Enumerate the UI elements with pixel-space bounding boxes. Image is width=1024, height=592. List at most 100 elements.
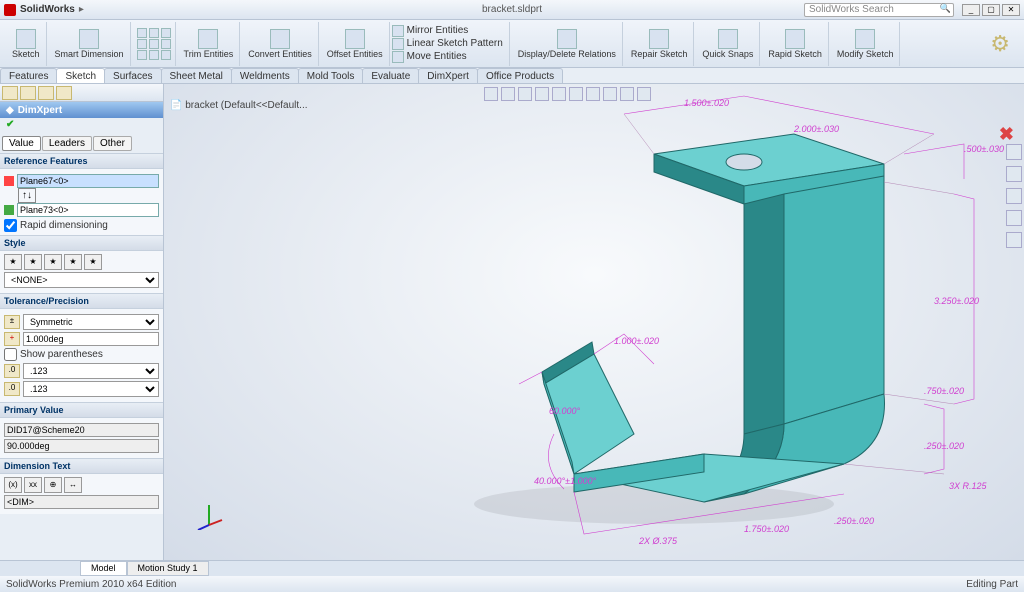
tab-surfaces[interactable]: Surfaces — [104, 68, 161, 83]
dim-label: 1.500±.020 — [684, 98, 729, 108]
ribbon-rapid[interactable]: Rapid Sketch — [762, 22, 829, 66]
prec-icon: .0 — [4, 364, 20, 378]
section-tolerance[interactable]: Tolerance/Precision — [0, 293, 163, 309]
prec1[interactable]: .123 — [23, 363, 159, 379]
dim-label: 2.000±.030 — [793, 124, 839, 134]
app-name: SolidWorks — [20, 4, 75, 15]
task-icon[interactable] — [1006, 232, 1022, 248]
dt-btn[interactable]: (x) — [4, 477, 22, 493]
ribbon-pattern[interactable]: Linear Sketch Pattern — [392, 38, 503, 50]
dim-label: 3.250±.020 — [934, 296, 979, 306]
property-manager: ◆DimXpert ✔ Value Leaders Other Referenc… — [0, 84, 164, 560]
plane-icon — [4, 205, 14, 215]
command-tabs: Features Sketch Surfaces Sheet Metal Wel… — [0, 68, 1024, 84]
tab-features[interactable]: Features — [0, 68, 57, 83]
pm-icon[interactable] — [2, 86, 18, 100]
ribbon-relations[interactable]: Display/Delete Relations — [512, 22, 623, 66]
dt-btn[interactable]: xx — [24, 477, 42, 493]
ribbon-offset[interactable]: Offset Entities — [321, 22, 390, 66]
close-button[interactable]: ✕ — [1002, 4, 1020, 16]
tab-sketch[interactable]: Sketch — [56, 68, 105, 83]
task-icon[interactable] — [1006, 144, 1022, 160]
tab-evaluate[interactable]: Evaluate — [362, 68, 419, 83]
task-icon[interactable] — [1006, 166, 1022, 182]
task-icon[interactable] — [1006, 210, 1022, 226]
tab-office[interactable]: Office Products — [477, 68, 563, 83]
dim-label: .250±.020 — [924, 441, 964, 451]
prec2[interactable]: .123 — [23, 381, 159, 397]
plane2-field[interactable] — [17, 203, 159, 217]
style-btn[interactable]: ★ — [24, 254, 42, 270]
style-btn[interactable]: ★ — [4, 254, 22, 270]
subtab-other[interactable]: Other — [93, 136, 132, 151]
view-triad-icon[interactable] — [194, 500, 224, 530]
ribbon-trim[interactable]: Trim Entities — [178, 22, 241, 66]
subtab-value[interactable]: Value — [2, 136, 41, 151]
subtab-leaders[interactable]: Leaders — [42, 136, 92, 151]
tab-moldtools[interactable]: Mold Tools — [298, 68, 364, 83]
status-right: Editing Part — [966, 579, 1018, 590]
ribbon-snaps[interactable]: Quick Snaps — [696, 22, 760, 66]
document-title: bracket.sldprt — [482, 4, 542, 15]
tol-type[interactable]: Symmetric — [23, 314, 159, 330]
style-select[interactable]: <NONE> — [4, 272, 159, 288]
pm-icon[interactable] — [20, 86, 36, 100]
prim-name[interactable] — [4, 423, 159, 437]
dim-label: 40.000°±1.000° — [534, 476, 597, 486]
dim-label: 2X Ø.375 — [638, 536, 678, 546]
part-model: 1.500±.020 2.000±.030 .500±.030 3.250±.0… — [324, 94, 1004, 554]
style-btn[interactable]: ★ — [44, 254, 62, 270]
dim-label: 3X R.125 — [949, 481, 988, 491]
ribbon-repair[interactable]: Repair Sketch — [625, 22, 695, 66]
dim-label: 1.750±.020 — [744, 524, 789, 534]
dim-label: 60.000° — [549, 406, 581, 416]
tab-dimxpert[interactable]: DimXpert — [418, 68, 478, 83]
ribbon-mirror[interactable]: Mirror Entities — [392, 25, 503, 37]
pm-title: ◆DimXpert — [0, 102, 163, 118]
title-bar: SolidWorks ▸ bracket.sldprt SolidWorks S… — [0, 0, 1024, 20]
task-icon[interactable] — [1006, 188, 1022, 204]
ribbon-modify[interactable]: Modify Sketch — [831, 22, 901, 66]
dim-label: .500±.030 — [964, 144, 1004, 154]
search-input[interactable]: SolidWorks Search — [804, 3, 954, 17]
style-btn[interactable]: ★ — [64, 254, 82, 270]
tab-sheetmetal[interactable]: Sheet Metal — [161, 68, 232, 83]
minimize-button[interactable]: _ — [962, 4, 980, 16]
section-ref-features[interactable]: Reference Features — [0, 153, 163, 169]
tab-model[interactable]: Model — [80, 561, 127, 576]
brand-icon: ⚙ — [990, 31, 1018, 57]
pm-icon[interactable] — [56, 86, 72, 100]
prim-value[interactable] — [4, 439, 159, 453]
plane-icon — [4, 176, 14, 186]
tol-value[interactable] — [23, 332, 159, 346]
tab-weldments[interactable]: Weldments — [231, 68, 299, 83]
section-primary[interactable]: Primary Value — [0, 402, 163, 418]
swap-button[interactable]: ↑↓ — [18, 188, 36, 203]
status-bar: SolidWorks Premium 2010 x64 Edition Edit… — [0, 576, 1024, 592]
breadcrumb[interactable]: bracket (Default<<Default... — [170, 100, 308, 111]
dt-btn[interactable]: ↔ — [64, 477, 82, 493]
bottom-tabs: Model Motion Study 1 — [0, 560, 1024, 576]
section-dimtext[interactable]: Dimension Text — [0, 458, 163, 474]
tol-icon: ± — [4, 315, 20, 329]
ribbon-toolbar: Sketch Smart Dimension Trim Entities Con… — [0, 20, 1024, 68]
paren-checkbox[interactable]: Show parentheses — [4, 348, 159, 361]
ribbon-move[interactable]: Move Entities — [392, 51, 503, 63]
rapid-checkbox[interactable]: Rapid dimensioning — [4, 219, 159, 232]
plane1-field[interactable] — [17, 174, 159, 188]
graphics-viewport[interactable]: bracket (Default<<Default... ✖ — [164, 84, 1024, 560]
tab-motion[interactable]: Motion Study 1 — [127, 561, 209, 576]
dimtext-field[interactable] — [4, 495, 159, 509]
app-logo-icon — [4, 4, 16, 16]
prec-icon: .0 — [4, 382, 20, 396]
ribbon-smart-dimension[interactable]: Smart Dimension — [49, 22, 131, 66]
pm-icon[interactable] — [38, 86, 54, 100]
style-btn[interactable]: ★ — [84, 254, 102, 270]
ribbon-sketch[interactable]: Sketch — [6, 22, 47, 66]
pm-ok-button[interactable]: ✔ — [0, 118, 163, 134]
section-style[interactable]: Style — [0, 235, 163, 251]
ribbon-convert[interactable]: Convert Entities — [242, 22, 319, 66]
dt-btn[interactable]: ⊕ — [44, 477, 62, 493]
maximize-button[interactable]: ▢ — [982, 4, 1000, 16]
status-left: SolidWorks Premium 2010 x64 Edition — [6, 579, 176, 590]
